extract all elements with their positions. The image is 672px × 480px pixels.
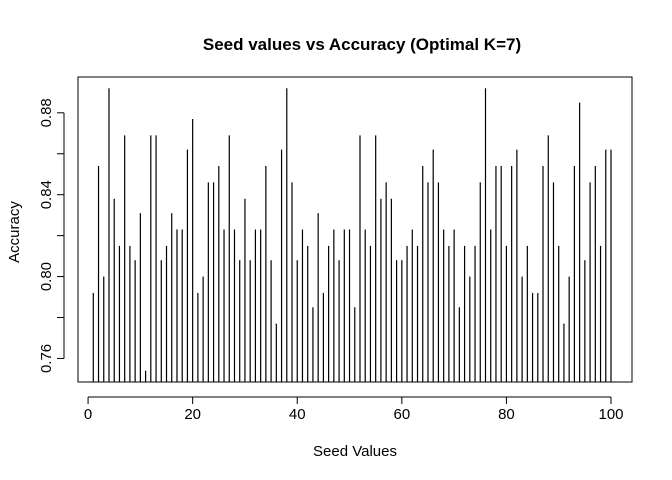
y-axis-label: Accuracy	[6, 201, 23, 263]
x-tick-label-100: 100	[598, 406, 623, 423]
x-axis: 0 20 40 60 80 100	[84, 396, 624, 423]
y-tick-label-0.80: 0.80	[38, 262, 55, 291]
x-tick-label-60: 60	[393, 406, 410, 423]
chart-title: Seed values vs Accuracy (Optimal K=7)	[203, 35, 521, 54]
x-tick-label-20: 20	[184, 406, 201, 423]
y-axis: 0.76 0.80 0.84 0.88	[38, 98, 65, 373]
plot-frame	[77, 76, 633, 383]
x-tick-label-40: 40	[289, 406, 306, 423]
x-tick-label-0: 0	[84, 406, 92, 423]
y-tick-label-0.88: 0.88	[38, 98, 55, 127]
x-axis-label: Seed Values	[313, 443, 397, 460]
y-tick-label-0.76: 0.76	[38, 344, 55, 373]
y-tick-label-0.84: 0.84	[38, 180, 55, 209]
bars-group	[92, 88, 612, 382]
x-tick-label-80: 80	[498, 406, 515, 423]
